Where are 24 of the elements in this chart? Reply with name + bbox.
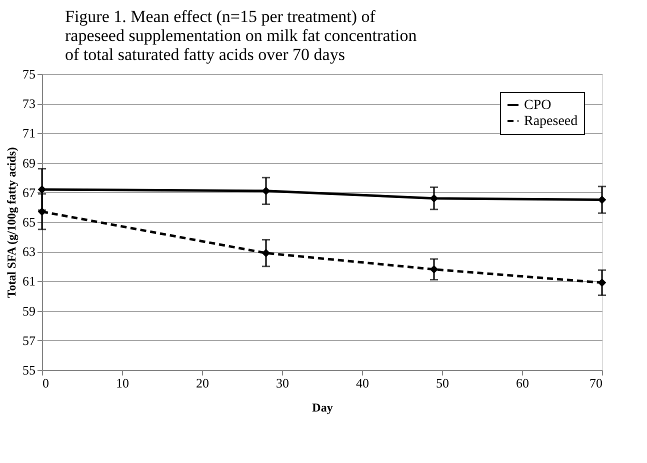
y-tick-label: 65 <box>22 214 36 230</box>
x-tick-label: 0 <box>42 376 49 390</box>
y-tick-label: 59 <box>22 303 36 318</box>
y-tick-label: 55 <box>22 362 36 378</box>
legend-label: Rapeseed <box>524 114 578 129</box>
y-tick-label: 67 <box>22 184 36 200</box>
y-axis-title: Total SFA (g/100g fatty acids) <box>4 147 18 298</box>
x-tick-label: 30 <box>276 376 289 390</box>
x-tick-label: 50 <box>436 376 449 390</box>
x-axis-title: Day <box>312 400 333 414</box>
y-tick-label: 57 <box>22 332 36 348</box>
legend-label: CPO <box>524 98 552 113</box>
x-tick-label: 60 <box>516 376 529 390</box>
y-tick-label: 61 <box>22 274 36 289</box>
y-tick-label: 73 <box>22 96 36 112</box>
x-tick-label: 10 <box>116 376 129 390</box>
y-tick-label: 71 <box>22 126 36 141</box>
y-tick-label: 75 <box>22 66 36 82</box>
x-tick-label: 70 <box>590 376 602 390</box>
x-tick-label: 20 <box>196 376 209 390</box>
chart-title: Figure 1. Mean effect (n=15 per treatment) of rapeseed supplementation on milk fat concentration of total saturated fatty acids over 70 days <box>65 7 418 64</box>
y-tick-label: 69 <box>22 155 36 170</box>
y-tick-label: 63 <box>22 244 36 260</box>
x-tick-label: 40 <box>356 376 369 390</box>
